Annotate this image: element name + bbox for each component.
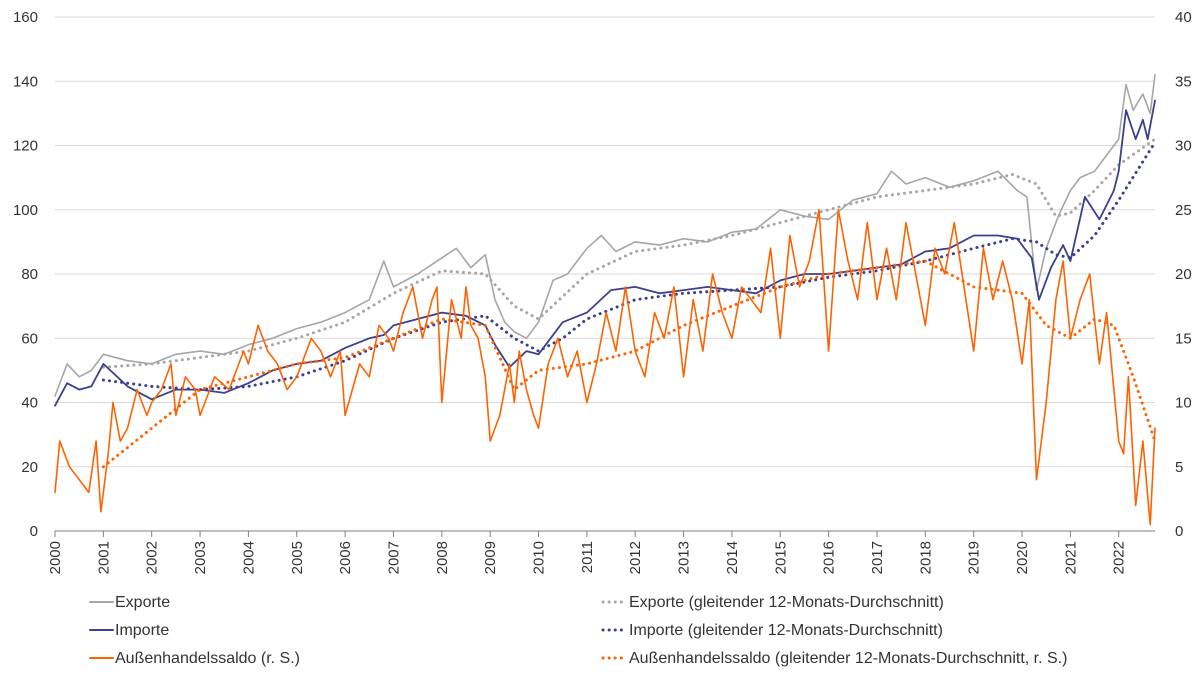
x-axis-tick-label: 2015 <box>772 541 789 574</box>
series-line-exports-avg <box>101 137 1157 369</box>
x-axis-tick-label: 2005 <box>289 541 306 574</box>
legend-label: Außenhandelssaldo (r. S.) <box>115 650 300 667</box>
x-axis-tick-label: 2020 <box>1014 541 1031 574</box>
legend-label: Exporte (gleitender 12-Monats-Durchschni… <box>629 594 944 611</box>
left-axis-tick-label: 120 <box>13 138 38 155</box>
x-axis-tick-label: 2019 <box>966 541 983 574</box>
right-axis-tick-label: 0 <box>1175 523 1183 540</box>
left-axis-tick-label: 100 <box>13 202 38 219</box>
left-axis-tick-label: 40 <box>21 395 38 412</box>
right-axis-tick-label: 35 <box>1175 73 1192 90</box>
x-axis-tick-label: 2009 <box>482 541 499 574</box>
legend-label: Importe <box>115 622 169 639</box>
x-axis-tick-label: 2012 <box>627 541 644 574</box>
x-axis-tick-label: 2008 <box>434 541 451 574</box>
series-line-balance-avg <box>101 259 1157 469</box>
axes: 0 20 40 60 80 100 120 140 160 0 5 10 15 20 25 30 35 40 200… <box>13 9 1192 574</box>
x-axis-tick-label: 2002 <box>144 541 161 574</box>
x-axis-tick-label: 2011 <box>579 541 596 573</box>
left-axis-tick-label: 20 <box>21 459 38 476</box>
left-axis-tick-label: 60 <box>21 330 38 347</box>
x-axis-tick-label: 2000 <box>47 541 64 574</box>
x-axis-tick-label: 2016 <box>821 541 838 574</box>
series-line-balance <box>54 209 1156 526</box>
right-axis-tick-label: 25 <box>1175 202 1192 219</box>
legend: Exporte Exporte (gleitender 12-Monats-Dur… <box>89 594 1067 667</box>
left-axis-tick-label: 140 <box>13 73 38 90</box>
legend-label: Exporte <box>115 594 170 611</box>
right-axis-tick-label: 40 <box>1175 9 1192 26</box>
x-axis-tick-label: 2003 <box>192 541 209 574</box>
right-axis-tick-label: 10 <box>1175 395 1192 412</box>
x-axis-tick-label: 2001 <box>95 541 112 574</box>
legend-label: Außenhandelssaldo (gleitender 12-Monats-… <box>629 650 1067 667</box>
gridlines <box>55 16 1155 468</box>
left-axis-tick-label: 160 <box>13 9 38 26</box>
left-axis-tick-label: 80 <box>21 266 38 283</box>
x-axis-tick-label: 2013 <box>676 541 693 574</box>
x-axis-tick-label: 2018 <box>917 541 934 574</box>
x-axis-tick-label: 2017 <box>869 541 886 574</box>
left-axis-tick-label: 0 <box>30 523 38 540</box>
series-line-imports-avg <box>101 140 1157 392</box>
x-axis-tick-label: 2021 <box>1062 541 1079 574</box>
right-axis-tick-label: 5 <box>1175 459 1183 476</box>
x-axis-tick-label: 2004 <box>240 541 257 574</box>
right-axis-tick-label: 20 <box>1175 266 1192 283</box>
series-line-imports <box>54 99 1156 407</box>
right-axis-tick-label: 30 <box>1175 138 1192 155</box>
x-axis-tick-label: 2006 <box>337 541 354 574</box>
x-axis-tick-label: 2010 <box>531 541 548 574</box>
legend-label: Importe (gleitender 12-Monats-Durchschni… <box>629 622 943 639</box>
right-axis-tick-label: 15 <box>1175 330 1192 347</box>
x-axis-tick-label: 2022 <box>1111 541 1128 574</box>
x-axis-tick-label: 2007 <box>385 541 402 574</box>
series-lines <box>54 74 1157 526</box>
x-axis-tick-label: 2014 <box>724 541 741 574</box>
